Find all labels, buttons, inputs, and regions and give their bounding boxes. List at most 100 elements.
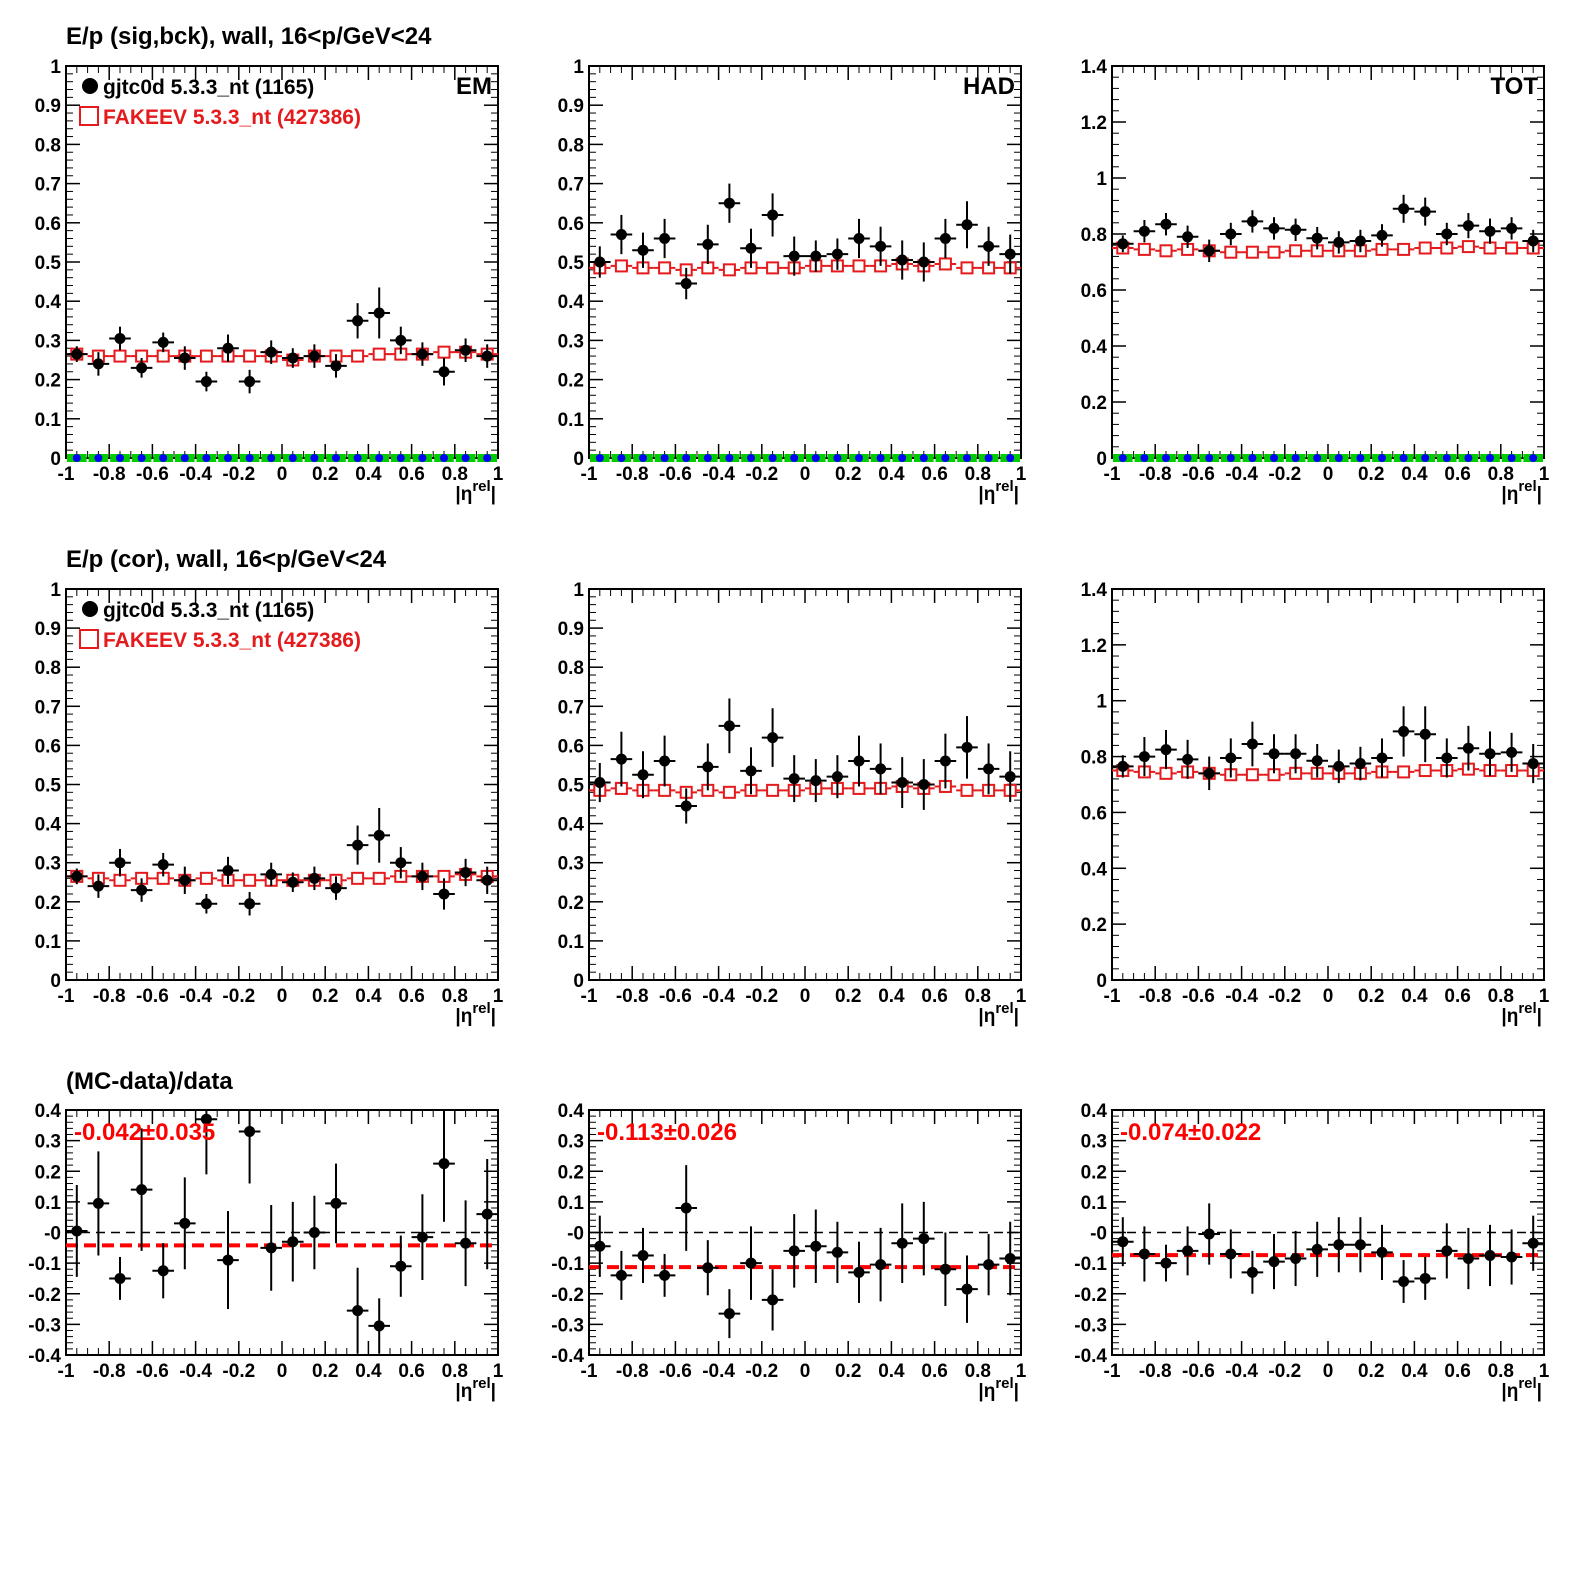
data-marker: [788, 250, 800, 262]
x-tick-label: -0.6: [136, 986, 169, 1007]
data-marker: [788, 773, 800, 785]
data-marker: [594, 256, 606, 268]
data-marker: [1398, 1276, 1410, 1287]
data-marker: [1311, 232, 1323, 244]
y-tick-label: 0.8: [1081, 225, 1107, 246]
data-marker: [918, 256, 930, 268]
y-tick-label: 0: [573, 449, 584, 470]
data-marker: [745, 1257, 757, 1269]
x-tick-label: -0.2: [222, 1361, 255, 1382]
x-tick-label: 1: [1539, 1361, 1550, 1382]
data-marker: [875, 1259, 887, 1271]
x-axis-title: |ηrel|: [455, 1000, 496, 1027]
x-tick-label: 0.8: [442, 1361, 468, 1382]
y-tick-label: 0.6: [558, 214, 584, 235]
mc-marker: [372, 347, 386, 361]
mc-marker: [658, 783, 672, 797]
y-tick-label: 0.2: [558, 1162, 584, 1183]
bck-marker: [1248, 454, 1257, 462]
data-marker: [179, 874, 191, 886]
x-tick-label: 1: [1539, 986, 1550, 1007]
x-tick-label: -0.2: [745, 464, 778, 485]
data-marker: [939, 755, 951, 767]
mc-marker: [243, 873, 257, 887]
data-marker: [1462, 220, 1474, 232]
mc-marker: [1267, 245, 1281, 259]
x-tick-label: -0.2: [1268, 1361, 1301, 1382]
mc-marker: [722, 263, 736, 277]
data-marker: [373, 307, 385, 319]
bck-marker: [595, 454, 604, 462]
bck-marker: [1006, 454, 1015, 462]
data-marker: [1004, 248, 1016, 260]
data-marker: [767, 1294, 779, 1306]
data-marker: [179, 352, 191, 364]
x-tick-label: -1: [1104, 1361, 1121, 1382]
data-marker: [416, 348, 428, 360]
y-tick-label: 0.3: [558, 854, 584, 875]
y-tick-label: 1.2: [1081, 113, 1107, 134]
y-tick-label: 0.1: [35, 1193, 62, 1214]
data-marker: [460, 1237, 472, 1249]
legend-mc-marker: [79, 106, 99, 126]
panel-r2-c1: -0.4 -0.3 -0.2 -0.1 -0 0.1 0.2 0.3 0.4 -1 -0.8 -0.6…: [551, 1101, 1026, 1402]
data-marker: [961, 219, 973, 231]
bck-marker: [898, 454, 907, 462]
y-tick-label: -0.3: [551, 1315, 584, 1336]
bck-marker: [963, 454, 971, 462]
x-tick-label: 0.6: [1444, 986, 1470, 1007]
bck-marker: [1162, 454, 1170, 462]
data-marker: [481, 350, 493, 362]
x-tick-label: -0.2: [745, 986, 778, 1007]
data-marker: [1203, 245, 1215, 257]
data-marker: [723, 197, 735, 209]
data-marker: [1117, 1236, 1129, 1248]
legend-mc-label: FAKEEV 5.3.3_nt (427386): [103, 106, 361, 129]
row-title-ratio: (MC-data)/data: [66, 1068, 233, 1095]
y-tick-label: -0.3: [1074, 1315, 1107, 1336]
x-tick-label: 0: [277, 1361, 288, 1382]
data-marker: [680, 278, 692, 290]
data-marker: [481, 874, 493, 886]
x-tick-label: 0.4: [878, 1361, 905, 1382]
data-marker: [831, 1246, 843, 1258]
x-tick-label: -0.8: [93, 1361, 126, 1382]
mc-marker: [1245, 245, 1259, 259]
y-tick-label: -0: [1090, 1224, 1107, 1245]
data-marker: [1462, 742, 1474, 754]
y-tick-label: 0.2: [1081, 915, 1107, 936]
mc-marker: [960, 261, 974, 275]
x-tick-label: -0.8: [616, 986, 649, 1007]
x-axis-title: |ηrel|: [978, 1375, 1019, 1402]
data-marker: [659, 232, 671, 244]
data-marker: [330, 882, 342, 894]
mc-marker: [1159, 244, 1173, 258]
data-marker: [637, 769, 649, 781]
data-marker: [416, 1231, 428, 1243]
y-tick-label: 0.7: [35, 697, 61, 718]
data-marker: [1527, 1237, 1539, 1249]
bck-marker: [418, 454, 427, 462]
x-tick-label: 0.2: [312, 464, 338, 485]
data-marker: [157, 1265, 169, 1277]
data-marker: [1419, 728, 1431, 740]
y-tick-label: 0: [1096, 449, 1107, 470]
data-marker: [136, 362, 148, 374]
data-marker: [637, 1249, 649, 1261]
y-tick-label: 0.4: [1081, 1101, 1108, 1122]
y-tick-label: 0.1: [558, 410, 585, 431]
y-tick-label: 0.8: [558, 658, 584, 679]
data-marker: [1290, 1253, 1302, 1265]
y-tick-label: 0.8: [35, 135, 61, 156]
bck-marker: [1421, 454, 1430, 462]
bck-marker: [703, 454, 712, 462]
data-marker: [71, 1225, 83, 1237]
x-tick-label: -0.6: [136, 464, 169, 485]
x-tick-label: -0.6: [1182, 1361, 1215, 1382]
bck-marker: [1356, 454, 1365, 462]
data-marker: [438, 1158, 450, 1170]
mc-marker: [960, 783, 974, 797]
data-marker: [1225, 228, 1237, 240]
x-tick-label: 0.6: [398, 464, 424, 485]
y-tick-label: -0: [44, 1224, 61, 1245]
